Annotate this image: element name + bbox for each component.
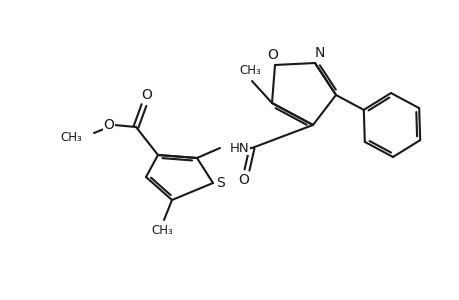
Text: CH₃: CH₃ bbox=[239, 64, 260, 76]
Text: O: O bbox=[103, 118, 114, 132]
Text: O: O bbox=[141, 88, 152, 102]
Text: S: S bbox=[216, 176, 225, 190]
Text: HN: HN bbox=[230, 142, 249, 154]
Text: O: O bbox=[267, 48, 278, 62]
Text: N: N bbox=[314, 46, 325, 60]
Text: CH₃: CH₃ bbox=[151, 224, 173, 238]
Text: CH₃: CH₃ bbox=[60, 130, 82, 143]
Text: O: O bbox=[238, 173, 249, 187]
